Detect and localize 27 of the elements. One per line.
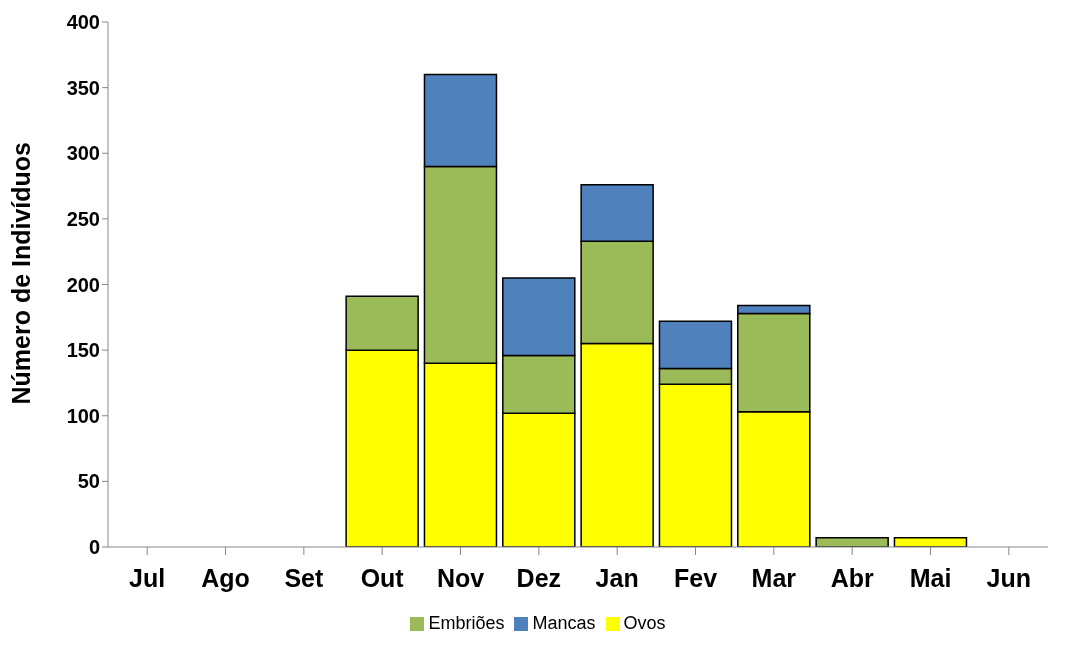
bar (893, 537, 968, 547)
x-tick-label: Jan (595, 563, 639, 592)
x-tick-label: Mar (751, 563, 797, 592)
x-tick-label: Jul (129, 563, 166, 592)
x-tick-label: Ago (201, 563, 250, 592)
y-axis-title: Número de Indivíduos (6, 141, 35, 405)
y-tick-label: 150 (66, 339, 100, 362)
x-tick-label: Jun (986, 563, 1032, 592)
legend-label: Ovos (623, 613, 666, 633)
x-tick-label: Fev (673, 563, 718, 592)
x-tick-label: Set (284, 563, 324, 592)
bar (815, 537, 889, 547)
y-tick-label: 200 (66, 273, 100, 296)
legend-label: Mancas (532, 613, 596, 633)
x-tick-label: Mai (909, 563, 952, 592)
x-tick-label: Out (360, 563, 405, 592)
x-tick-label: Nov (436, 563, 485, 592)
y-tick-label: 50 (77, 470, 100, 493)
x-tick-label: Dez (516, 563, 562, 592)
y-tick-label: 250 (66, 207, 100, 230)
y-tick-label: 350 (66, 76, 100, 99)
x-tick-label: Abr (830, 563, 874, 592)
y-tick-label: 400 (66, 11, 100, 34)
y-tick-label: 300 (66, 142, 100, 165)
y-tick-label: 100 (66, 404, 100, 427)
legend-label: Embriões (428, 613, 505, 633)
y-tick-label: 0 (88, 536, 100, 559)
